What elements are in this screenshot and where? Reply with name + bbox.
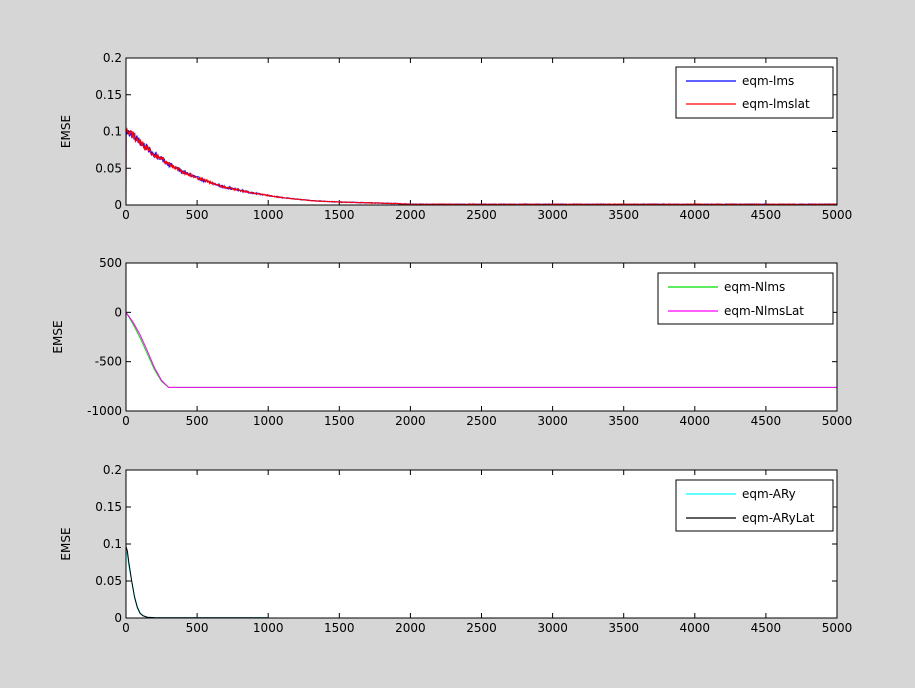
series-lines [125, 127, 838, 206]
axes-frame [125, 469, 838, 619]
y-tick-label: 0 [114, 198, 122, 212]
y-tick-label: -500 [95, 355, 122, 369]
legend-label-eqm-lmslat: eqm-lmslat [742, 97, 810, 111]
y-tick-label: 0.05 [95, 161, 122, 175]
x-tick-label: 1500 [324, 414, 355, 428]
y-axis-label: EMSE [59, 115, 73, 148]
x-tick-label: 5000 [822, 621, 853, 635]
x-tick-label: 3500 [608, 208, 639, 222]
series-lines [125, 312, 837, 388]
x-tick-label: 3500 [608, 621, 639, 635]
y-tick-label: 0.2 [103, 51, 122, 65]
y-tick-label: 0.2 [103, 463, 122, 477]
legend: eqm-Nlms eqm-NlmsLat [657, 272, 834, 325]
legend-label-eqm-lms: eqm-lms [742, 74, 794, 88]
y-axis-label: EMSE [51, 320, 65, 353]
x-tick-label: 1000 [253, 208, 284, 222]
subplot-3: 0 500 1000 1500 2000 2500 3000 3500 4000 4500 5000… [59, 463, 852, 635]
y-tick-label: 0 [114, 305, 122, 319]
y-axis-label: EMSE [59, 527, 73, 560]
x-tick-label: 4500 [751, 621, 782, 635]
x-tick-label: 5000 [822, 414, 853, 428]
x-tick-label: 5000 [822, 208, 853, 222]
x-tick-label: 2500 [466, 208, 497, 222]
x-tick-label: 1500 [324, 208, 355, 222]
x-tick-label: 4500 [751, 414, 782, 428]
x-tick-label: 3000 [537, 208, 568, 222]
y-tick-label: 0.1 [103, 537, 122, 551]
x-tick-label: 2000 [395, 621, 426, 635]
legend-box [675, 479, 834, 532]
series-line-eqm-nlmslat [125, 312, 837, 388]
y-tick-label: 500 [99, 256, 122, 270]
x-tick-label: 4500 [751, 208, 782, 222]
x-tick-label: 500 [186, 414, 209, 428]
legend-label-eqm-nlms: eqm-Nlms [724, 280, 785, 294]
x-tick-label: 1000 [253, 621, 284, 635]
axes-frame [125, 57, 838, 206]
x-tick-label: 4000 [680, 208, 711, 222]
legend-label-eqm-arylat: eqm-ARyLat [742, 511, 815, 525]
x-tick-label: 0 [122, 208, 130, 222]
legend-box [675, 66, 834, 119]
x-tick-label: 500 [186, 621, 209, 635]
legend-box [657, 272, 834, 325]
axis-ticks: 0 500 1000 1500 2000 2500 3000 3500 4000 4500 5000… [87, 256, 852, 428]
y-tick-label: -1000 [87, 404, 122, 418]
legend: eqm-lms eqm-lmslat [675, 66, 834, 119]
x-tick-label: 2500 [466, 414, 497, 428]
legend-label-eqm-ary: eqm-ARy [742, 487, 796, 501]
legend-label-eqm-nlmslat: eqm-NlmsLat [724, 304, 804, 318]
subplot-1: 0 500 1000 1500 2000 2500 3000 3500 4000 4500 5000… [59, 51, 852, 222]
x-tick-label: 500 [186, 208, 209, 222]
series-line-eqm-lmslat [125, 127, 838, 206]
y-tick-label: 0 [114, 611, 122, 625]
x-tick-label: 3000 [537, 621, 568, 635]
subplot-2: 0 500 1000 1500 2000 2500 3000 3500 4000 4500 5000… [51, 256, 852, 428]
y-tick-label: 0.05 [95, 574, 122, 588]
x-tick-label: 0 [122, 621, 130, 635]
axes-frame [125, 262, 838, 412]
y-tick-label: 0.15 [95, 88, 122, 102]
y-tick-label: 0.1 [103, 125, 122, 139]
x-tick-label: 2000 [395, 414, 426, 428]
legend: eqm-ARy eqm-ARyLat [675, 479, 834, 532]
x-tick-label: 2500 [466, 621, 497, 635]
x-tick-label: 4000 [680, 621, 711, 635]
x-tick-label: 1500 [324, 621, 355, 635]
x-tick-label: 4000 [680, 414, 711, 428]
x-tick-label: 2000 [395, 208, 426, 222]
x-tick-label: 3000 [537, 414, 568, 428]
y-tick-label: 0.15 [95, 500, 122, 514]
x-tick-label: 3500 [608, 414, 639, 428]
x-tick-label: 1000 [253, 414, 284, 428]
x-tick-label: 0 [122, 414, 130, 428]
axis-ticks: 0 500 1000 1500 2000 2500 3000 3500 4000 4500 5000… [95, 51, 852, 222]
